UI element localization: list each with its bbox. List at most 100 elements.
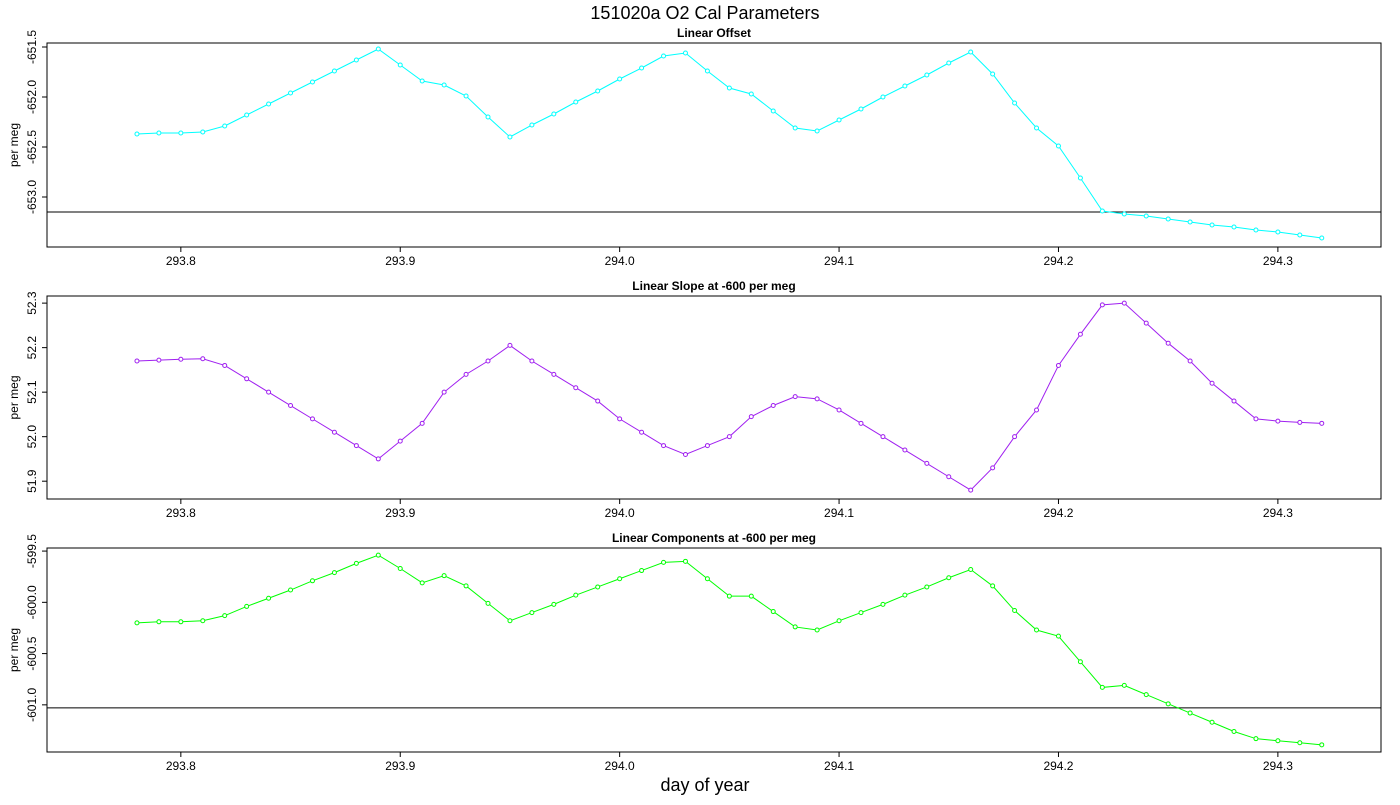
data-point — [1165, 216, 1171, 222]
data-point — [617, 576, 623, 582]
data-point — [1231, 728, 1237, 734]
data-point — [902, 592, 908, 598]
data-point — [134, 131, 140, 137]
y-tick-label: 52.0 — [25, 425, 39, 449]
data-point — [178, 356, 184, 362]
data-point — [792, 125, 798, 131]
y-tick-label: -601.0 — [25, 688, 39, 722]
data-point — [1099, 684, 1105, 690]
data-point — [1099, 208, 1105, 214]
y-tick-label: -599.5 — [25, 534, 39, 568]
x-tick-label: 293.9 — [385, 254, 415, 268]
data-point — [1319, 742, 1325, 748]
data-point — [1034, 627, 1040, 633]
data-point — [880, 94, 886, 100]
data-point — [704, 443, 710, 449]
data-point — [463, 371, 469, 377]
y-tick-label: -652.0 — [25, 80, 39, 114]
y-tick-label: -653.0 — [25, 180, 39, 214]
data-point — [1253, 227, 1259, 233]
data-point — [661, 53, 667, 59]
data-line — [136, 48, 1322, 239]
data-point — [814, 128, 820, 134]
panel: Linear Components at -600 per meg per meg… — [7, 531, 1382, 773]
data-point — [156, 357, 162, 363]
data-point — [178, 130, 184, 136]
data-point — [529, 122, 535, 128]
data-point — [222, 123, 228, 129]
data-point — [331, 68, 337, 74]
x-axis-label: day of year — [660, 775, 749, 795]
data-point — [836, 618, 842, 624]
data-point — [704, 68, 710, 74]
data-point — [331, 570, 337, 576]
data-point — [968, 487, 974, 493]
data-point — [1253, 736, 1259, 742]
data-point — [441, 389, 447, 395]
data-point — [595, 398, 601, 404]
data-point — [858, 420, 864, 426]
data-point — [529, 610, 535, 616]
y-axis-label: per meg — [7, 123, 21, 167]
data-point — [441, 82, 447, 88]
data-point — [770, 609, 776, 615]
data-point — [924, 460, 930, 466]
data-point — [309, 578, 315, 584]
data-point — [858, 106, 864, 112]
y-tick-label: -651.5 — [25, 30, 39, 64]
data-point — [1143, 320, 1149, 326]
data-point — [1209, 719, 1215, 725]
data-point — [682, 50, 688, 56]
x-tick-label: 293.8 — [166, 759, 196, 773]
data-point — [1121, 682, 1127, 688]
data-point — [1077, 659, 1083, 665]
x-tick-label: 293.8 — [166, 254, 196, 268]
data-point — [1209, 222, 1215, 228]
panel: Linear Offset per meg 293.8 293.9 294.0 294.1… — [7, 26, 1382, 268]
data-point — [639, 65, 645, 71]
data-point — [1187, 358, 1193, 364]
data-point — [946, 474, 952, 480]
data-point — [726, 593, 732, 599]
data-point — [1297, 740, 1303, 746]
data-point — [419, 78, 425, 84]
x-tick-label: 294.2 — [1043, 506, 1073, 520]
data-point — [1143, 692, 1149, 698]
data-point — [1077, 175, 1083, 181]
data-line — [136, 554, 1322, 746]
x-tick-label: 293.8 — [166, 506, 196, 520]
data-point — [902, 83, 908, 89]
data-point — [1275, 418, 1281, 424]
data-point — [990, 583, 996, 589]
x-tick-label: 294.1 — [824, 506, 854, 520]
data-point — [1055, 362, 1061, 368]
panel: Linear Slope at -600 per meg per meg 293.8… — [7, 279, 1382, 520]
plot-frame — [46, 295, 1382, 500]
data-point — [244, 376, 250, 382]
data-point — [924, 584, 930, 590]
x-tick-label: 294.3 — [1263, 759, 1293, 773]
data-point — [134, 358, 140, 364]
data-point — [353, 57, 359, 63]
data-point — [266, 595, 272, 601]
data-point — [1099, 302, 1105, 308]
data-point — [529, 358, 535, 364]
data-point — [244, 112, 250, 118]
data-point — [748, 414, 754, 420]
data-point — [792, 394, 798, 400]
data-point — [770, 403, 776, 409]
data-point — [244, 603, 250, 609]
data-point — [1187, 219, 1193, 225]
data-point — [1034, 125, 1040, 131]
data-point — [1012, 100, 1018, 106]
data-point — [156, 130, 162, 136]
data-point — [836, 117, 842, 123]
x-tick-label: 294.0 — [605, 759, 635, 773]
data-point — [353, 443, 359, 449]
data-point — [1055, 633, 1061, 639]
data-point — [946, 60, 952, 66]
x-tick-label: 294.3 — [1263, 254, 1293, 268]
data-point — [266, 389, 272, 395]
data-point — [1297, 419, 1303, 425]
